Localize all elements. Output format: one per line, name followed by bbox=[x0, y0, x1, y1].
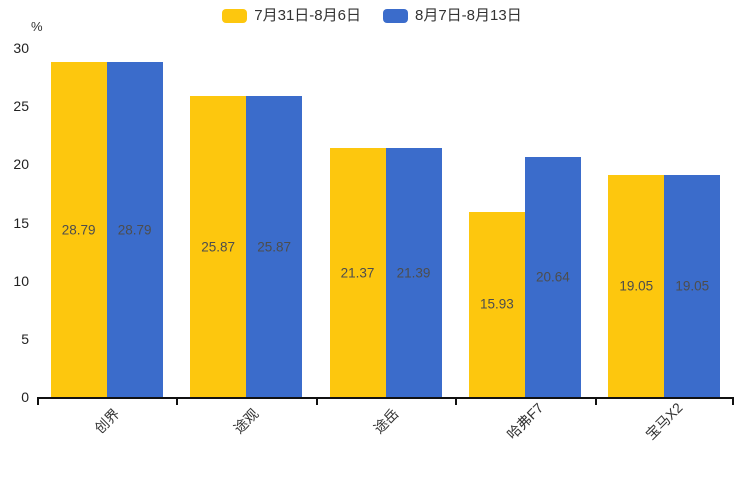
bar-value-label: 28.79 bbox=[117, 222, 152, 238]
bar-value-label: 28.79 bbox=[61, 222, 96, 238]
legend-swatch-week1 bbox=[222, 9, 248, 23]
x-axis-line bbox=[37, 397, 734, 399]
y-axis-tick-label: 20 bbox=[13, 156, 29, 173]
y-axis-tick-label: 0 bbox=[21, 389, 29, 405]
x-axis-tick-mark bbox=[595, 399, 597, 405]
bar-value-label: 21.37 bbox=[340, 265, 375, 281]
y-axis-unit-label: % bbox=[31, 19, 43, 34]
legend: 7月31日-8月6日 8月7日-8月13日 bbox=[0, 6, 744, 26]
y-axis-tick-label: 25 bbox=[13, 98, 29, 115]
bar-value-label: 20.64 bbox=[535, 269, 570, 285]
x-axis-tick-mark bbox=[316, 399, 318, 405]
x-axis-tick-mark bbox=[37, 399, 39, 405]
legend-item-week2[interactable]: 8月7日-8月13日 bbox=[383, 6, 522, 26]
bar-value-label: 19.05 bbox=[619, 278, 654, 294]
bar-value-label: 15.93 bbox=[479, 296, 514, 312]
bar-7月31日-8月6日-途岳[interactable]: 21.37 bbox=[329, 148, 386, 397]
bar-8月7日-8月13日-途观[interactable]: 25.87 bbox=[246, 96, 303, 397]
y-axis-tick-label: 10 bbox=[13, 272, 29, 289]
x-axis-category-label-途岳: 途岳 bbox=[369, 405, 402, 437]
x-axis-category-label-途观: 途观 bbox=[230, 405, 262, 437]
y-axis-tick-label: 30 bbox=[13, 40, 29, 56]
bar-value-label: 19.05 bbox=[675, 278, 710, 294]
legend-swatch-week2 bbox=[383, 9, 408, 23]
bar-8月7日-8月13日-宝马X2[interactable]: 19.05 bbox=[664, 175, 721, 397]
y-axis-tick-label: 5 bbox=[21, 330, 29, 347]
bar-7月31日-8月6日-创界[interactable]: 28.79 bbox=[50, 62, 107, 397]
bar-8月7日-8月13日-创界[interactable]: 28.79 bbox=[106, 62, 163, 397]
bar-8月7日-8月13日-途岳[interactable]: 21.39 bbox=[385, 148, 442, 397]
plot-area: 28.79 28.79 25.87 25.87 21.37 21.39 15.93 20.64… bbox=[37, 48, 734, 405]
x-axis-category-label-宝马X2: 宝马X2 bbox=[642, 399, 686, 443]
x-axis-tick-mark bbox=[176, 399, 178, 405]
legend-label-week2: 8月7日-8月13日 bbox=[415, 7, 522, 24]
x-axis-category-label-哈弗F7: 哈弗F7 bbox=[503, 399, 547, 443]
bar-value-label: 25.87 bbox=[257, 239, 291, 255]
y-axis-tick-label: 15 bbox=[13, 214, 29, 231]
bar-value-label: 21.39 bbox=[396, 265, 431, 281]
x-axis-category-label-创界: 创界 bbox=[91, 405, 123, 437]
legend-item-week1[interactable]: 7月31日-8月6日 bbox=[222, 6, 361, 26]
bar-value-label: 25.87 bbox=[201, 239, 235, 255]
x-axis-tick-mark bbox=[455, 399, 457, 405]
x-axis-tick-mark bbox=[732, 399, 734, 405]
bar-7月31日-8月6日-哈弗F7[interactable]: 15.93 bbox=[468, 211, 525, 397]
legend-label-week1: 7月31日-8月6日 bbox=[254, 7, 361, 24]
bar-7月31日-8月6日-途观[interactable]: 25.87 bbox=[190, 96, 247, 397]
bar-8月7日-8月13日-哈弗F7[interactable]: 20.64 bbox=[524, 156, 581, 397]
bar-7月31日-8月6日-宝马X2[interactable]: 19.05 bbox=[608, 175, 665, 397]
